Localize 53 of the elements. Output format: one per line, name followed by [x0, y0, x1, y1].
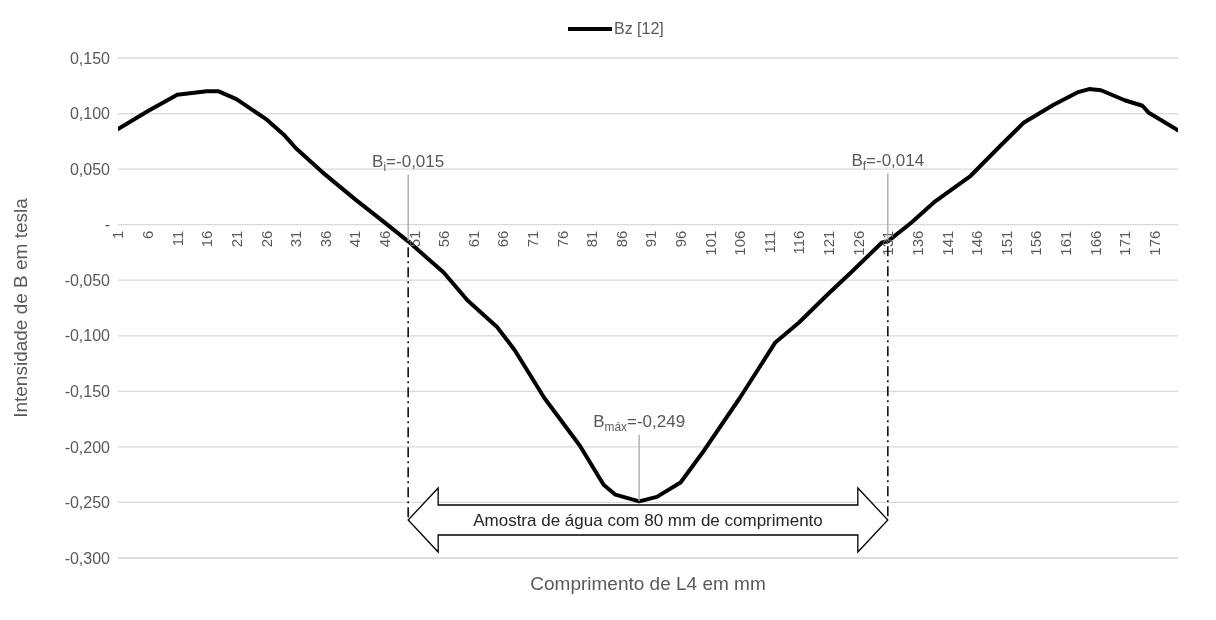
x-tick-label: 66	[494, 230, 512, 248]
x-tick-label: 56	[435, 230, 453, 248]
x-tick-label: 61	[464, 230, 482, 248]
x-tick-label: 171	[1116, 230, 1134, 256]
x-tick-label: 31	[287, 230, 305, 248]
x-tick-label: 41	[346, 230, 364, 248]
x-tick-label: 91	[642, 230, 660, 248]
x-tick-label: 51	[405, 230, 423, 248]
y-tick-label: -0,300	[64, 549, 111, 567]
x-tick-label: 161	[1056, 230, 1074, 256]
x-tick-label: 111	[760, 230, 778, 254]
x-tick-label: 116	[790, 230, 808, 255]
x-tick-label: 36	[316, 230, 334, 248]
x-tick-label: 96	[672, 230, 690, 248]
annotation: B$_{i}$=-0,015	[372, 151, 445, 174]
annotation: B$_{f}$=-0,014	[851, 150, 925, 173]
x-tick-label: 131	[879, 230, 897, 256]
x-tick-label: 136	[908, 230, 926, 256]
y-tick-label: 0,150	[69, 49, 111, 67]
x-tick-label: 166	[1086, 230, 1104, 256]
x-tick-label: 176	[1145, 230, 1163, 256]
x-tick-label: 1	[109, 230, 127, 240]
y-tick-label: -0,200	[64, 438, 111, 456]
x-tick-label: 126	[849, 230, 867, 256]
y-tick-label: -0,100	[64, 327, 111, 345]
x-tick-label: 76	[553, 230, 571, 248]
x-tick-label: 11	[168, 230, 186, 247]
x-tick-label: 21	[227, 230, 245, 248]
x-tick-label: 101	[701, 230, 719, 256]
y-tick-label: 0,050	[69, 160, 111, 178]
y-tick-label: -0,150	[64, 383, 111, 401]
y-tick-label: -0,250	[64, 494, 111, 512]
x-tick-label: 26	[257, 230, 275, 248]
y-tick-label: -0,050	[64, 271, 111, 289]
x-tick-label: 86	[612, 230, 630, 248]
x-tick-label: 71	[524, 230, 542, 248]
annotation: Amostra de água com 80 mm de comprimento	[473, 511, 823, 530]
y-axis-title: Intensidade de B em tesla	[9, 197, 31, 418]
y-tick-label: 0,100	[69, 105, 111, 123]
x-tick-label: 121	[820, 230, 838, 256]
x-tick-label: 156	[1027, 230, 1045, 256]
x-tick-label: 16	[198, 230, 216, 248]
x-tick-label: 46	[375, 230, 393, 248]
x-tick-label: 141	[938, 230, 956, 256]
y-tick-label: -	[104, 216, 110, 234]
x-axis-title: Comprimento de L4 em mm	[530, 573, 766, 594]
x-tick-label: 106	[731, 230, 749, 256]
x-tick-label: 146	[968, 230, 986, 256]
legend-label: Bz [12]	[614, 20, 664, 38]
x-tick-label: 81	[583, 230, 601, 248]
x-tick-label: 6	[139, 230, 157, 240]
annotation: B$_{máx}$=-0,249	[593, 411, 686, 434]
x-tick-label: 151	[997, 230, 1015, 256]
